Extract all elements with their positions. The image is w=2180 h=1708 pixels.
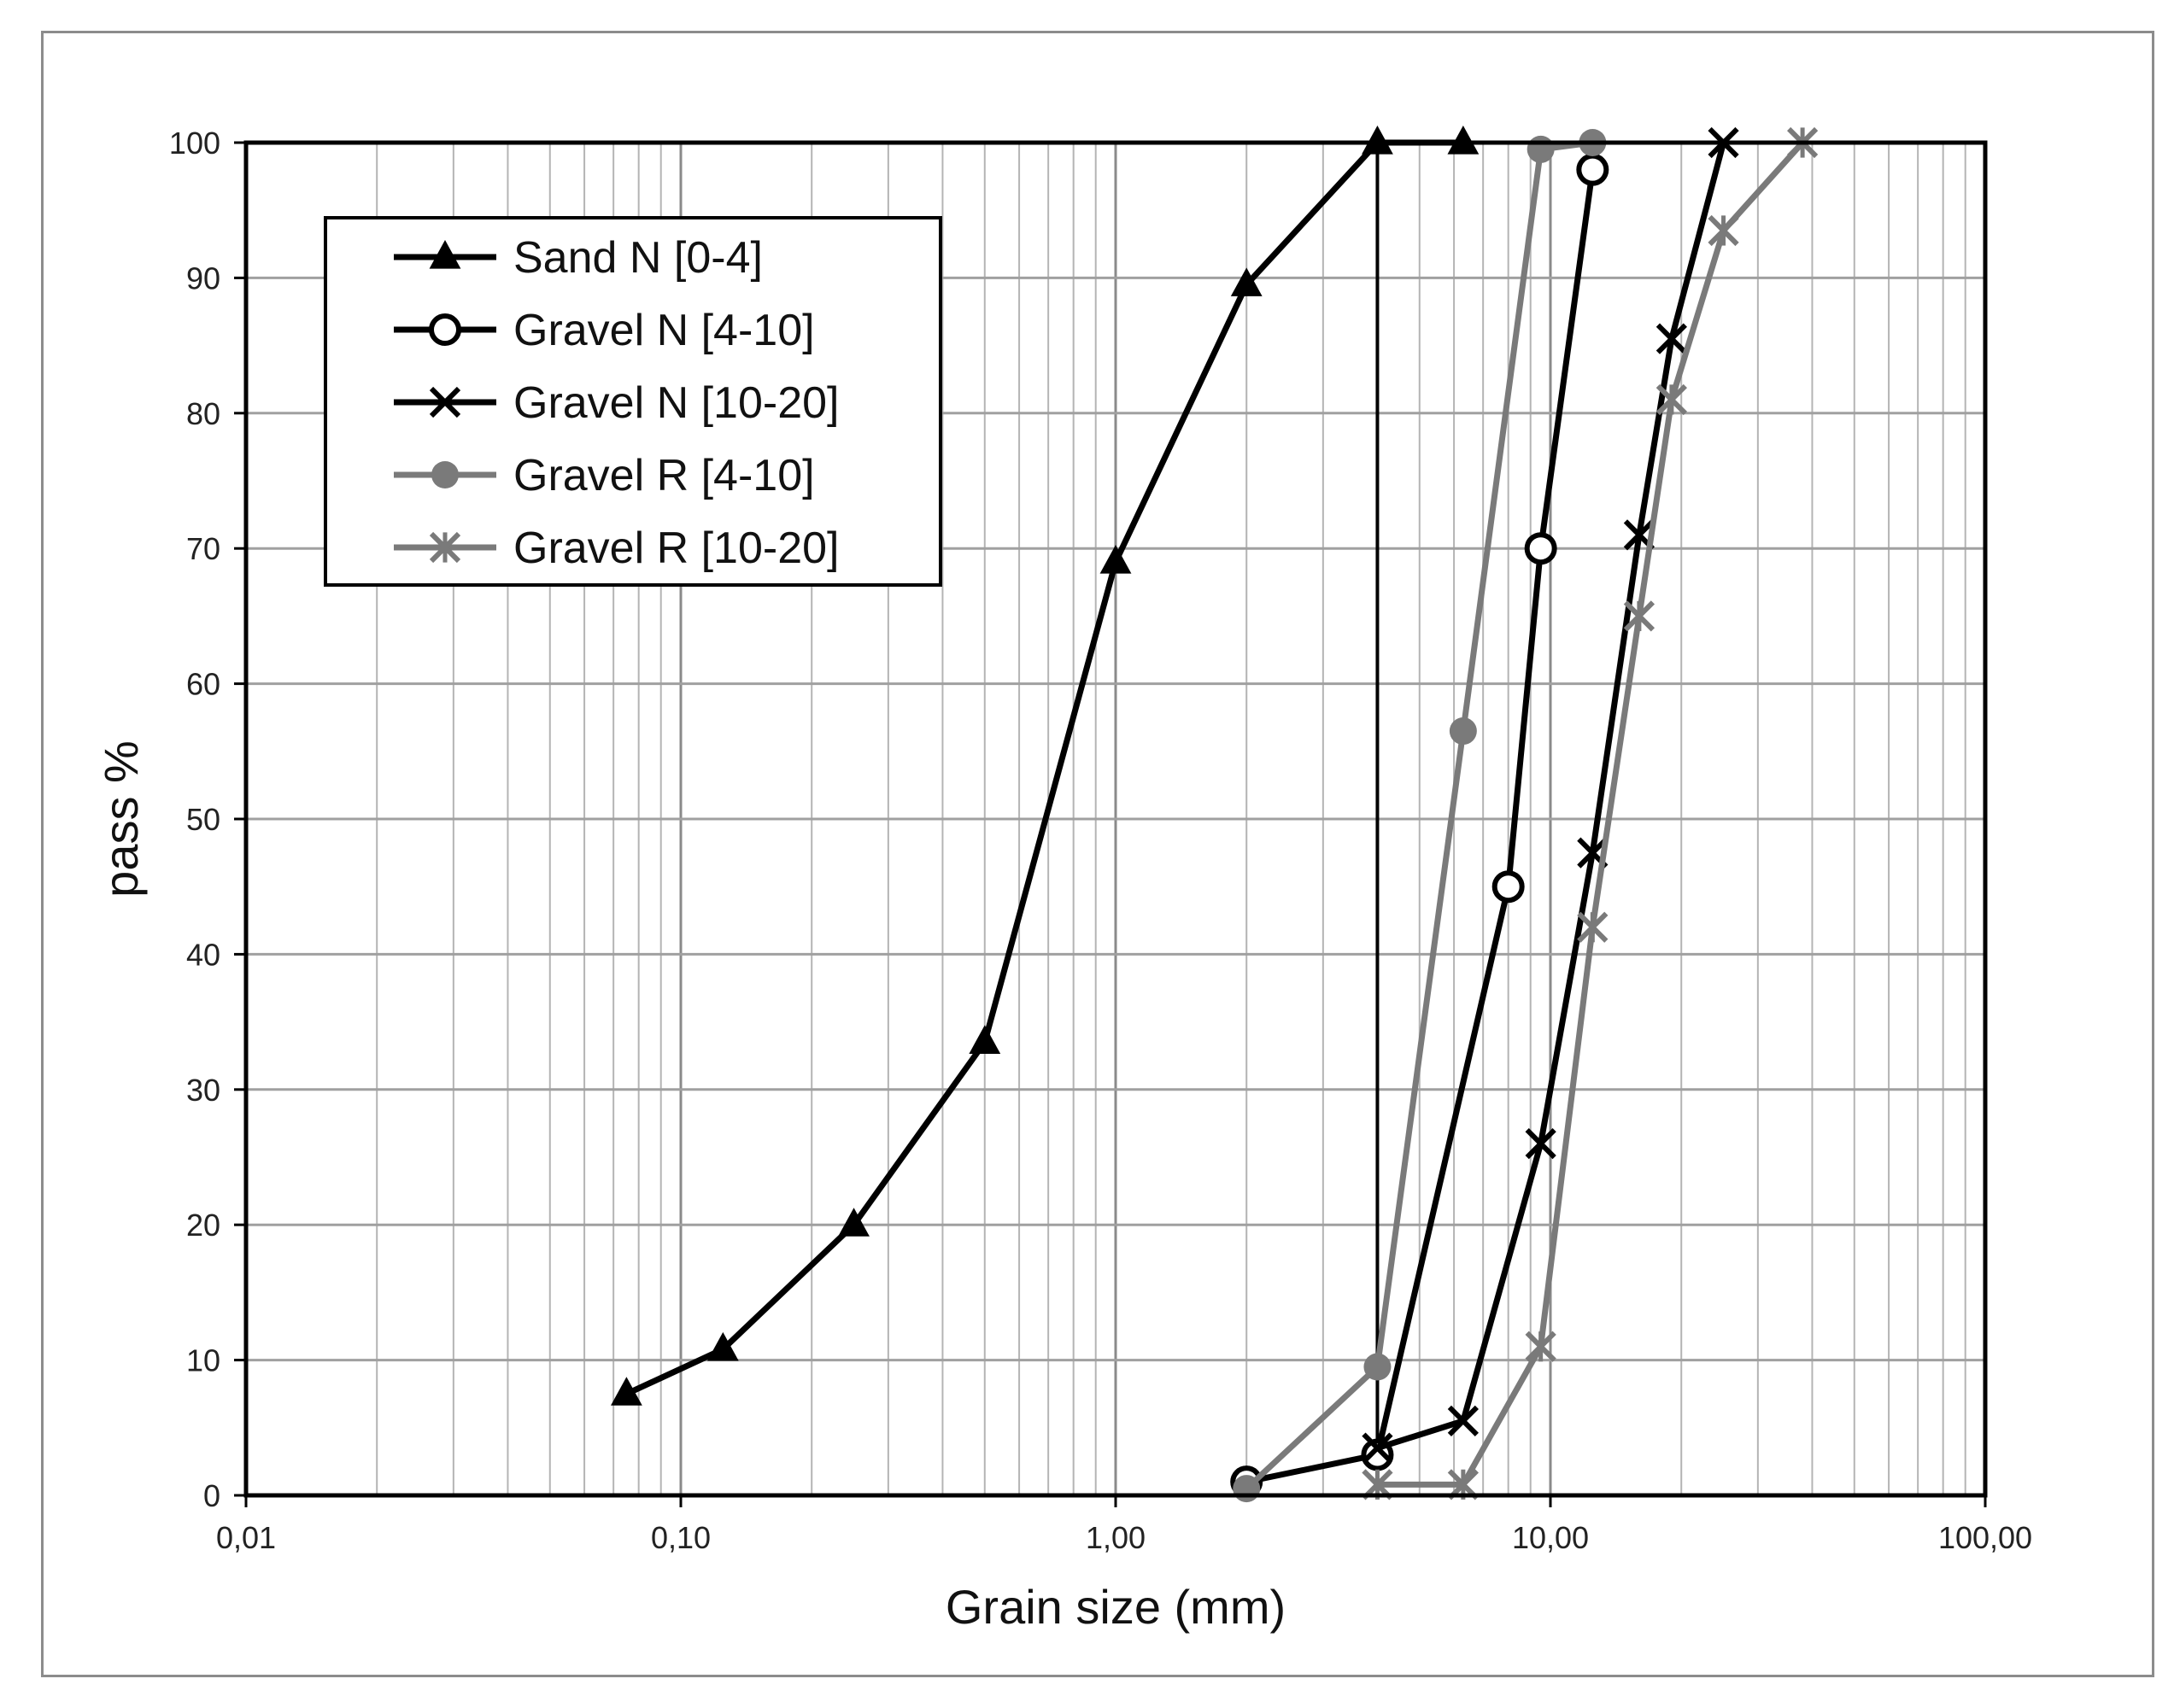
y-tick-label: 0 [203, 1478, 220, 1513]
marker-x [1525, 1128, 1556, 1160]
x-tick-label: 10,00 [1512, 1520, 1589, 1555]
marker-triangle [429, 240, 461, 269]
marker-star [1525, 1331, 1556, 1362]
marker-circle-filled [1527, 135, 1555, 163]
marker-triangle [1099, 545, 1132, 574]
x-tick-label: 1,00 [1086, 1520, 1146, 1555]
marker-stroke [1656, 323, 1688, 354]
series-line [624, 139, 1463, 1397]
marker-stroke [1623, 519, 1656, 551]
x-axis-ticks: 0,01 0,10 1,00 10,00 100,00 [216, 1495, 2032, 1555]
marker-stroke [1447, 1405, 1479, 1437]
legend-label: Gravel N [10-20] [513, 378, 840, 428]
marker-circle-filled [1449, 717, 1477, 746]
x-tick-label: 0,01 [216, 1520, 276, 1555]
marker-stroke [429, 386, 461, 418]
y-tick-label: 30 [186, 1073, 220, 1108]
legend: Sand N [0-4] Gravel N [4-10] Gravel N [10-… [324, 216, 942, 587]
marker-x [1362, 1432, 1393, 1464]
marker-circle-open [429, 313, 461, 346]
marker-stroke [1577, 837, 1609, 869]
marker-triangle [969, 1025, 1001, 1054]
marker-triangle [706, 1331, 739, 1361]
marker-circle-open [1576, 153, 1609, 186]
marker-circle-open [1491, 870, 1525, 904]
marker-triangle [1447, 126, 1480, 155]
x-tick-label: 100,00 [1938, 1520, 2032, 1555]
legend-label: Gravel N [4-10] [513, 306, 815, 355]
legend-label: Sand N [0-4] [513, 233, 763, 283]
marker-star [1656, 383, 1688, 416]
chart-frame: 0,01 0,10 1,00 10,00 100,00 0 10 20 30 40 50 60 70 8… [41, 31, 2154, 1677]
marker-star [1577, 911, 1609, 943]
y-tick-label: 100 [169, 126, 220, 161]
marker-circle-filled [1233, 1475, 1261, 1503]
y-tick-label: 40 [186, 937, 220, 972]
legend-entry: Gravel R [4-10] [394, 451, 815, 500]
y-tick-label: 90 [186, 260, 220, 295]
marker-circle-filled [1363, 1353, 1392, 1381]
legend-entry: Gravel R [10-20] [394, 524, 840, 573]
marker-stroke [1362, 1432, 1393, 1464]
marker-star [1708, 214, 1739, 247]
legend-label: Gravel R [4-10] [513, 451, 815, 500]
series-line [1377, 140, 1805, 1488]
marker-star [429, 531, 461, 564]
y-tick-label: 20 [186, 1208, 220, 1243]
y-tick-label: 60 [186, 667, 220, 702]
marker-x [1656, 323, 1688, 354]
y-axis-title: pass % [94, 740, 148, 898]
marker-triangle [1362, 126, 1393, 155]
marker-circle-filled [431, 461, 459, 488]
legend-entry: Gravel N [4-10] [394, 306, 815, 355]
marker-star [1623, 600, 1656, 632]
x-axis-title: Grain size (mm) [946, 1580, 1286, 1634]
marker-triangle [1230, 267, 1263, 296]
y-axis-ticks: 0 10 20 30 40 50 60 70 80 90 100 [169, 126, 246, 1513]
y-tick-label: 10 [186, 1343, 220, 1378]
legend-entry: Sand N [0-4] [394, 233, 763, 283]
marker-triangle [838, 1208, 870, 1237]
y-tick-label: 50 [186, 802, 220, 837]
y-tick-label: 80 [186, 396, 220, 431]
grain-size-chart: 0,01 0,10 1,00 10,00 100,00 0 10 20 30 40 50 60 70 8… [94, 126, 2032, 1634]
marker-x [1447, 1405, 1479, 1437]
x-tick-label: 0,10 [651, 1520, 711, 1555]
marker-x [429, 386, 461, 418]
marker-circle-open [1524, 532, 1557, 565]
series-4 [1362, 126, 1819, 1500]
marker-stroke [1525, 1128, 1556, 1160]
y-tick-label: 70 [186, 531, 220, 566]
marker-triangle [611, 1377, 642, 1406]
legend-entry: Gravel N [10-20] [394, 378, 840, 428]
legend-label: Gravel R [10-20] [513, 524, 840, 573]
series-0 [611, 126, 1480, 1406]
